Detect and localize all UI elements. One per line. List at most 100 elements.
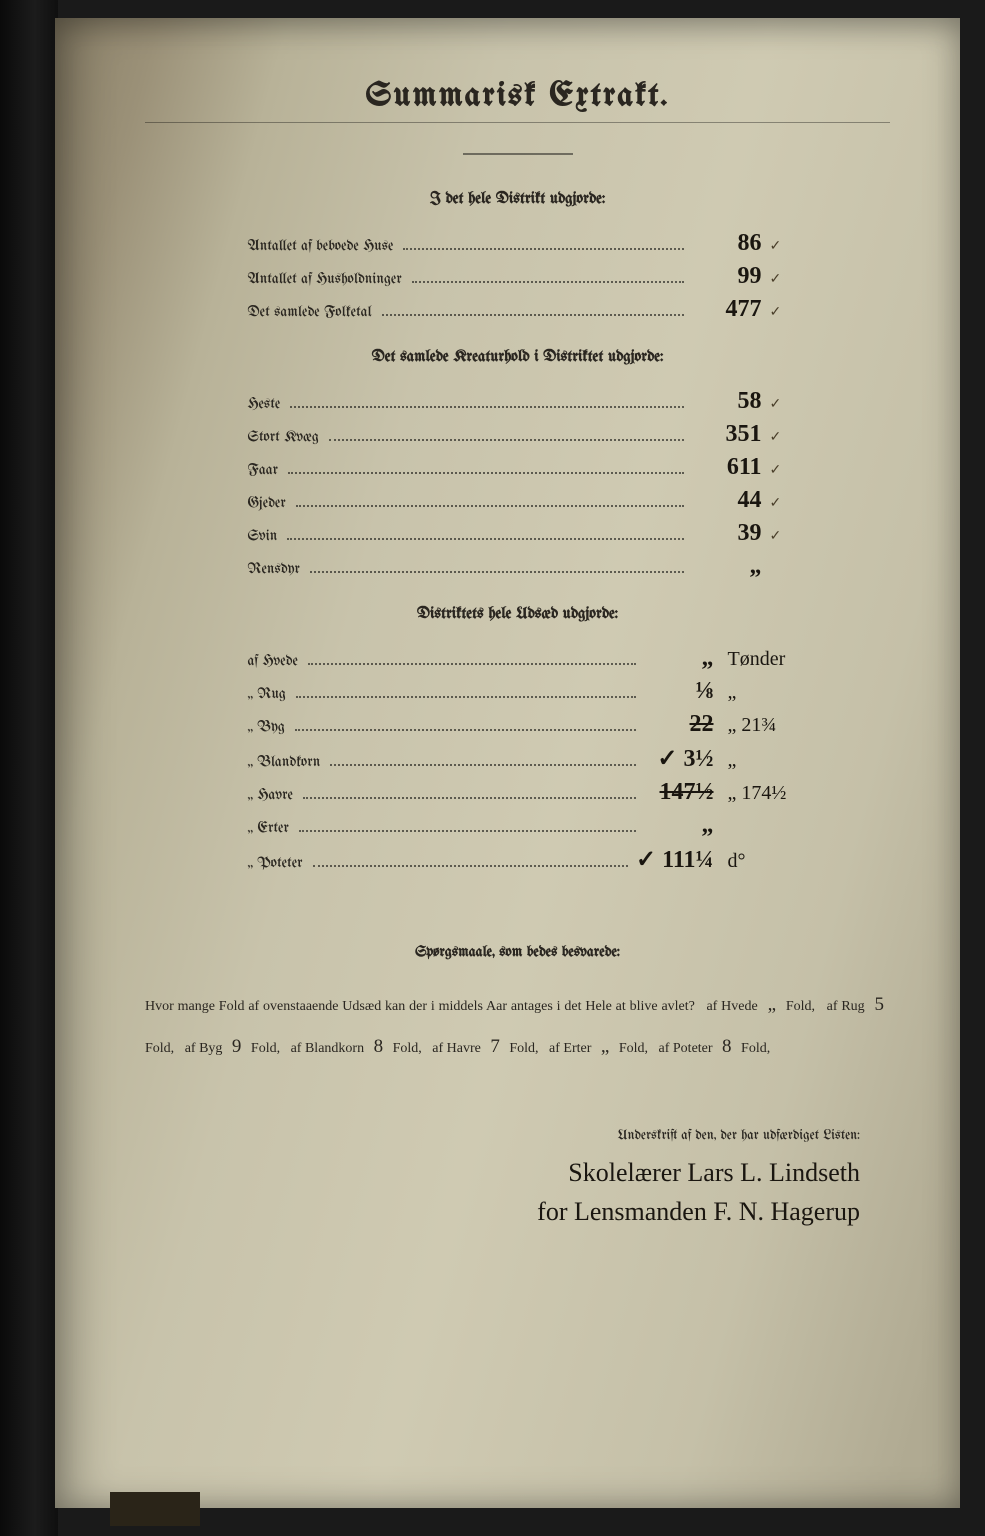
fold-word: Fold,: [786, 999, 815, 1014]
row-extra: „ 21¾: [728, 714, 788, 737]
leader-dots: [296, 689, 636, 698]
row-value: 351: [692, 421, 762, 448]
fold-value: 9: [226, 1036, 248, 1057]
row-label: Rensdyr: [248, 561, 300, 577]
signature-block: Underskrift af den, der har udfærdiget L…: [145, 1128, 890, 1231]
table-row: Heste 58 ✓: [248, 388, 788, 415]
crop-label: af Poteter: [659, 1041, 713, 1056]
table-row: „ Poteter ✓ 111¼ d°: [248, 845, 788, 874]
check-mark: ✓: [770, 429, 788, 446]
row-label: „ Erter: [248, 820, 289, 836]
leader-dots: [329, 432, 684, 441]
fold-word: Fold,: [393, 1041, 422, 1056]
leader-dots: [288, 465, 683, 474]
row-value: 44: [692, 487, 762, 514]
row-label: Stort Kvæg: [248, 429, 319, 445]
title-rule: [145, 122, 890, 123]
table-row: Gjeder44✓: [248, 487, 788, 514]
row-label: „ Havre: [248, 787, 293, 803]
crop-label: af Rug: [827, 999, 865, 1014]
fold-word: Fold,: [145, 1041, 174, 1056]
section2-heading: Det samlede Kreaturhold i Distriktet udg…: [145, 349, 890, 366]
table-row: „ Rug⅛„: [248, 678, 788, 705]
short-rule: [463, 153, 573, 155]
row-label: af Hvede: [248, 653, 298, 669]
section2-block: Heste58✓ Stort Kvæg351✓ Faar611✓ Gjeder4…: [248, 388, 788, 580]
leader-dots: [299, 823, 636, 832]
row-value: 86: [692, 230, 762, 257]
leader-dots: [310, 564, 684, 573]
fold-value: 5: [869, 994, 891, 1015]
check-mark: ✓: [770, 271, 788, 288]
table-row: „ Byg 22 „ 21¾: [248, 711, 788, 738]
row-value: 58: [692, 388, 762, 415]
row-extra: d°: [728, 850, 788, 873]
table-row: Det samlede Folketal 477 ✓: [248, 296, 788, 323]
questions-text: Hvor mange Fold af ovenstaaende Udsæd ka…: [145, 984, 890, 1068]
signature-line1: Skolelærer Lars L. Lindseth: [145, 1153, 860, 1192]
fold-word: Fold,: [741, 1041, 770, 1056]
leader-dots: [296, 498, 684, 507]
check-mark: ✓: [770, 528, 788, 545]
section3-heading: Distriktets hele Udsæd udgjorde:: [145, 606, 890, 623]
fold-word: Fold,: [251, 1041, 280, 1056]
fold-value: „: [762, 994, 782, 1015]
crop-label: af Erter: [549, 1041, 591, 1056]
row-label: „ Rug: [248, 686, 286, 702]
table-row: „ Havre147½„ 174½: [248, 779, 788, 806]
document-page: Summarisk Extrakt. I det hele Distrikt u…: [55, 18, 960, 1508]
table-row: Antallet af beboede Huse 86 ✓: [248, 230, 788, 257]
questions-heading: Spørgsmaale, som bedes besvarede:: [145, 944, 890, 960]
row-value: „: [692, 553, 762, 580]
table-row: af Hvede„Tønder: [248, 645, 788, 672]
fold-value: „: [595, 1036, 615, 1057]
row-value: ✓ 111¼: [636, 845, 713, 874]
row-value: „: [644, 812, 714, 839]
row-label: Antallet af Husholdninger: [248, 271, 402, 287]
check-mark: ✓: [770, 396, 788, 413]
questions-section: Spørgsmaale, som bedes besvarede: Hvor m…: [145, 944, 890, 1068]
section3-block: af Hvede„Tønder „ Rug⅛„ „ Byg22„ 21¾ „ B…: [248, 645, 788, 874]
row-value: 611: [692, 454, 762, 481]
row-value: 39: [692, 520, 762, 547]
row-label: Heste: [248, 396, 281, 412]
crop-label: af Blandkorn: [291, 1041, 364, 1056]
row-value: ✓ 3½: [644, 744, 714, 773]
fold-word: Fold,: [509, 1041, 538, 1056]
signature-line2: for Lensmanden F. N. Hagerup: [145, 1192, 860, 1231]
check-mark: ✓: [770, 304, 788, 321]
row-label: Det samlede Folketal: [248, 304, 372, 320]
table-row: Faar611✓: [248, 454, 788, 481]
leader-dots: [308, 656, 636, 665]
row-extra: „: [728, 749, 788, 772]
page-tab: [110, 1492, 200, 1526]
crop-label: af Havre: [432, 1041, 481, 1056]
row-label: „ Poteter: [248, 855, 303, 871]
fold-word: Fold,: [619, 1041, 648, 1056]
fold-value: 7: [484, 1036, 506, 1057]
check-mark: ✓: [770, 495, 788, 512]
row-value: ⅛: [644, 678, 714, 705]
row-value: 22: [644, 711, 714, 738]
leader-dots: [313, 858, 628, 867]
leader-dots: [290, 399, 683, 408]
fold-value: 8: [716, 1036, 738, 1057]
row-label: Antallet af beboede Huse: [248, 238, 394, 254]
table-row: Antallet af Husholdninger 99 ✓: [248, 263, 788, 290]
row-value: 99: [692, 263, 762, 290]
crop-label: af Hvede: [706, 999, 757, 1014]
section1-heading: I det hele Distrikt udgjorde:: [145, 191, 890, 208]
row-label: „ Byg: [248, 719, 285, 735]
section1-block: Antallet af beboede Huse 86 ✓ Antallet a…: [248, 230, 788, 323]
row-extra: Tønder: [728, 648, 788, 671]
row-value: 477: [692, 296, 762, 323]
leader-dots: [330, 757, 635, 766]
leader-dots: [382, 307, 684, 316]
fold-value: 8: [368, 1036, 390, 1057]
signature-label: Underskrift af den, der har udfærdiget L…: [145, 1128, 860, 1143]
crop-label: af Byg: [185, 1041, 223, 1056]
table-row: „ Erter „: [248, 812, 788, 839]
row-label: Faar: [248, 462, 279, 478]
row-label: „ Blandkorn: [248, 754, 321, 770]
leader-dots: [303, 790, 636, 799]
